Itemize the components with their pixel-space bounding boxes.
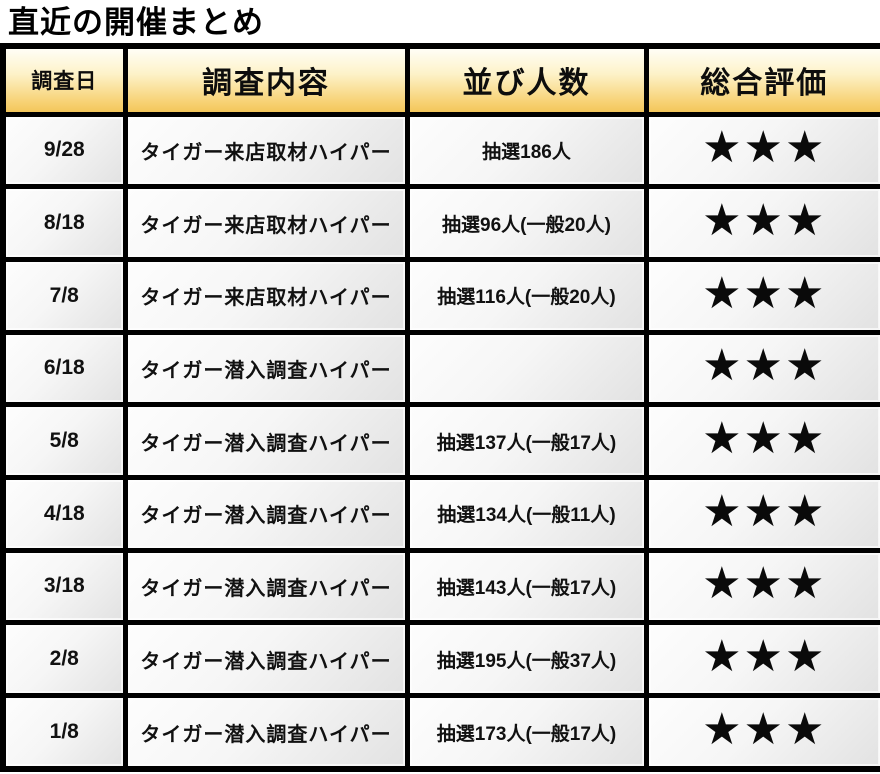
rating-stars: ★★★ <box>643 402 880 480</box>
rating-stars: ★★★ <box>643 547 880 626</box>
table-row: 2/8 タイガー潜入調査ハイパー 抽選195人(一般37人) ★★★ <box>0 620 880 698</box>
count-cell: 抽選137人(一般17人) <box>404 402 649 480</box>
content-cell: タイガー来店取材ハイパー <box>122 256 410 335</box>
table-row: 1/8 タイガー潜入調査ハイパー 抽選173人(一般17人) ★★★ <box>0 693 880 772</box>
date-cell: 7/8 <box>0 256 128 335</box>
table-row: 3/18 タイガー潜入調査ハイパー 抽選143人(一般17人) ★★★ <box>0 547 880 626</box>
table-row: 6/18 タイガー潜入調査ハイパー ★★★ <box>0 329 880 408</box>
recent-events-table: 調査日 調査内容 並び人数 総合評価 9/28 タイガー来店取材ハイパー 抽選1… <box>0 43 880 772</box>
column-header-count: 並び人数 <box>404 43 649 117</box>
rating-stars: ★★★ <box>643 474 880 553</box>
table-body: 9/28 タイガー来店取材ハイパー 抽選186人 ★★★ 8/18 タイガー来店… <box>0 111 880 772</box>
count-cell: 抽選116人(一般20人) <box>404 256 649 335</box>
count-cell: 抽選195人(一般37人) <box>404 620 649 698</box>
content-cell: タイガー潜入調査ハイパー <box>122 402 410 480</box>
column-header-date: 調査日 <box>0 43 128 117</box>
count-cell: 抽選173人(一般17人) <box>404 693 649 772</box>
content-cell: タイガー来店取材ハイパー <box>122 184 410 262</box>
rating-stars: ★★★ <box>643 256 880 335</box>
column-header-rating: 総合評価 <box>643 43 880 117</box>
date-cell: 5/8 <box>0 402 128 480</box>
table-row: 7/8 タイガー来店取材ハイパー 抽選116人(一般20人) ★★★ <box>0 256 880 335</box>
table-row: 5/8 タイガー潜入調査ハイパー 抽選137人(一般17人) ★★★ <box>0 402 880 480</box>
column-header-content: 調査内容 <box>122 43 410 117</box>
table-row: 8/18 タイガー来店取材ハイパー 抽選96人(一般20人) ★★★ <box>0 184 880 262</box>
date-cell: 3/18 <box>0 547 128 626</box>
table-row: 4/18 タイガー潜入調査ハイパー 抽選134人(一般11人) ★★★ <box>0 474 880 553</box>
count-cell: 抽選143人(一般17人) <box>404 547 649 626</box>
count-cell: 抽選186人 <box>404 111 649 190</box>
rating-stars: ★★★ <box>643 329 880 408</box>
date-cell: 4/18 <box>0 474 128 553</box>
count-cell: 抽選96人(一般20人) <box>404 184 649 262</box>
content-cell: タイガー潜入調査ハイパー <box>122 620 410 698</box>
date-cell: 2/8 <box>0 620 128 698</box>
date-cell: 8/18 <box>0 184 128 262</box>
content-cell: タイガー潜入調査ハイパー <box>122 329 410 408</box>
count-cell <box>404 329 649 408</box>
page-title: 直近の開催まとめ <box>8 5 264 40</box>
table-row: 9/28 タイガー来店取材ハイパー 抽選186人 ★★★ <box>0 111 880 190</box>
content-cell: タイガー来店取材ハイパー <box>122 111 410 190</box>
content-cell: タイガー潜入調査ハイパー <box>122 693 410 772</box>
date-cell: 6/18 <box>0 329 128 408</box>
date-cell: 1/8 <box>0 693 128 772</box>
rating-stars: ★★★ <box>643 620 880 698</box>
content-cell: タイガー潜入調査ハイパー <box>122 547 410 626</box>
rating-stars: ★★★ <box>643 184 880 262</box>
count-cell: 抽選134人(一般11人) <box>404 474 649 553</box>
rating-stars: ★★★ <box>643 111 880 190</box>
content-cell: タイガー潜入調査ハイパー <box>122 474 410 553</box>
header-row: 調査日 調査内容 並び人数 総合評価 <box>0 43 880 117</box>
rating-stars: ★★★ <box>643 693 880 772</box>
date-cell: 9/28 <box>0 111 128 190</box>
